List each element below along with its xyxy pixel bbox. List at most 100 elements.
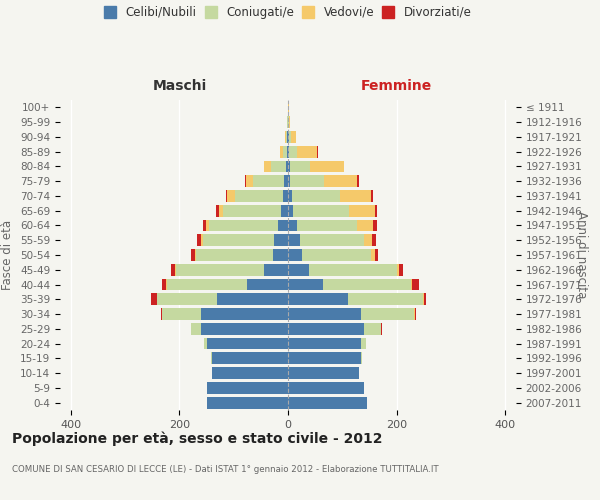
Bar bbox=[292, 190, 340, 202]
Text: COMUNE DI SAN CESARIO DI LECCE (LE) - Dati ISTAT 1° gennaio 2012 - Elaborazione : COMUNE DI SAN CESARIO DI LECCE (LE) - Da… bbox=[12, 466, 439, 474]
Bar bbox=[206, 396, 288, 408]
Bar bbox=[288, 308, 361, 320]
Bar bbox=[371, 190, 373, 202]
Bar bbox=[290, 176, 324, 187]
Bar bbox=[288, 205, 293, 216]
Bar bbox=[412, 278, 419, 290]
Bar bbox=[288, 249, 302, 261]
Bar bbox=[317, 146, 319, 158]
Bar bbox=[203, 234, 274, 246]
Bar bbox=[162, 278, 166, 290]
Bar bbox=[288, 146, 289, 158]
Bar bbox=[397, 264, 399, 276]
Bar bbox=[361, 352, 362, 364]
Bar bbox=[176, 264, 263, 276]
Bar bbox=[205, 338, 206, 349]
Bar bbox=[422, 294, 424, 305]
Bar bbox=[358, 176, 359, 187]
Bar bbox=[310, 160, 344, 172]
Bar bbox=[227, 190, 235, 202]
Bar bbox=[296, 220, 358, 232]
Bar bbox=[308, 264, 397, 276]
Bar bbox=[371, 234, 376, 246]
Bar bbox=[361, 338, 365, 349]
Bar bbox=[201, 308, 288, 320]
Bar bbox=[194, 249, 196, 261]
Bar bbox=[288, 234, 300, 246]
Bar bbox=[201, 234, 203, 246]
Bar bbox=[289, 131, 291, 143]
Text: Maschi: Maschi bbox=[153, 78, 207, 92]
Bar bbox=[284, 176, 288, 187]
Bar bbox=[161, 308, 162, 320]
Bar bbox=[288, 264, 308, 276]
Bar bbox=[288, 338, 361, 349]
Bar bbox=[197, 234, 201, 246]
Bar bbox=[424, 294, 427, 305]
Bar bbox=[206, 220, 209, 232]
Bar bbox=[278, 220, 288, 232]
Bar bbox=[296, 146, 317, 158]
Bar bbox=[293, 205, 349, 216]
Bar bbox=[281, 205, 288, 216]
Bar bbox=[411, 278, 412, 290]
Bar bbox=[288, 176, 290, 187]
Bar bbox=[217, 294, 288, 305]
Bar bbox=[364, 323, 382, 334]
Bar bbox=[247, 278, 288, 290]
Bar bbox=[226, 190, 227, 202]
Bar bbox=[167, 278, 247, 290]
Bar bbox=[271, 160, 286, 172]
Y-axis label: Anni di nascita: Anni di nascita bbox=[575, 212, 588, 298]
Bar bbox=[171, 264, 175, 276]
Bar bbox=[340, 190, 371, 202]
Bar bbox=[223, 205, 281, 216]
Bar bbox=[364, 234, 371, 246]
Bar bbox=[288, 294, 348, 305]
Bar bbox=[162, 308, 201, 320]
Bar bbox=[288, 160, 290, 172]
Text: Popolazione per età, sesso e stato civile - 2012: Popolazione per età, sesso e stato civil… bbox=[12, 431, 383, 446]
Bar bbox=[288, 396, 367, 408]
Bar bbox=[375, 205, 377, 216]
Bar bbox=[288, 367, 359, 379]
Bar bbox=[191, 323, 201, 334]
Bar bbox=[300, 234, 364, 246]
Bar bbox=[253, 176, 284, 187]
Bar bbox=[349, 205, 375, 216]
Bar bbox=[206, 338, 288, 349]
Bar bbox=[212, 352, 288, 364]
Bar bbox=[283, 190, 288, 202]
Bar bbox=[361, 308, 415, 320]
Bar bbox=[286, 160, 288, 172]
Bar bbox=[288, 190, 292, 202]
Bar bbox=[273, 249, 288, 261]
Bar bbox=[191, 249, 194, 261]
Bar bbox=[288, 382, 364, 394]
Bar bbox=[196, 249, 273, 261]
Bar bbox=[324, 176, 358, 187]
Bar bbox=[291, 131, 296, 143]
Bar bbox=[415, 308, 416, 320]
Bar bbox=[209, 220, 278, 232]
Bar bbox=[288, 352, 361, 364]
Bar bbox=[373, 220, 377, 232]
Bar bbox=[399, 264, 403, 276]
Bar bbox=[288, 220, 296, 232]
Bar bbox=[280, 146, 283, 158]
Bar bbox=[206, 382, 288, 394]
Bar bbox=[323, 278, 411, 290]
Bar bbox=[371, 249, 375, 261]
Bar bbox=[348, 294, 422, 305]
Bar bbox=[203, 220, 206, 232]
Bar bbox=[289, 116, 290, 128]
Text: Femmine: Femmine bbox=[361, 78, 431, 92]
Bar bbox=[157, 294, 217, 305]
Bar bbox=[245, 176, 246, 187]
Bar bbox=[302, 249, 371, 261]
Bar bbox=[289, 146, 296, 158]
Bar bbox=[201, 323, 288, 334]
Legend: Celibi/Nubili, Coniugati/e, Vedovi/e, Divorziati/e: Celibi/Nubili, Coniugati/e, Vedovi/e, Di… bbox=[104, 6, 472, 19]
Bar bbox=[287, 146, 288, 158]
Bar bbox=[235, 190, 283, 202]
